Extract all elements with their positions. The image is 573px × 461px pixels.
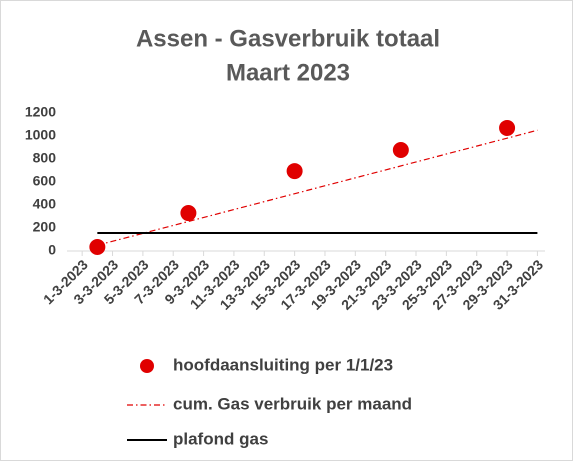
y-tick-label: 600: [33, 173, 57, 189]
y-tick-label: 400: [33, 196, 57, 212]
legend-label: cum. Gas verbruik per maand: [173, 394, 412, 413]
y-tick-label: 0: [48, 242, 56, 258]
y-tick-label: 800: [33, 150, 57, 166]
y-tick-label: 200: [33, 219, 57, 235]
chart-subtitle: Maart 2023: [226, 59, 350, 86]
legend-label: hoofdaansluiting per 1/1/23: [173, 355, 393, 374]
data-point: [499, 119, 516, 136]
chart-title: Assen - Gasverbruik totaal: [136, 25, 440, 52]
legend-marker: [140, 359, 154, 373]
data-point: [392, 142, 409, 159]
y-tick-label: 1000: [25, 127, 56, 143]
data-line: [97, 129, 538, 246]
y-tick-label: 1200: [25, 104, 56, 120]
legend-label: plafond gas: [173, 429, 268, 448]
data-point: [89, 238, 106, 255]
data-point: [286, 163, 303, 180]
data-point: [180, 205, 197, 222]
